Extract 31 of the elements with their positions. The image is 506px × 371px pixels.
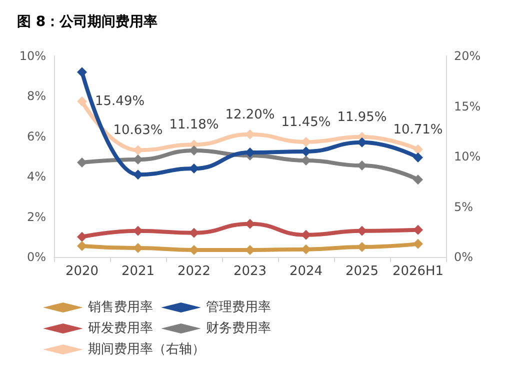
chart-title: 图 8：公司期间费用率 xyxy=(17,13,158,30)
data-label: 12.20% xyxy=(225,107,275,122)
legend-label: 研发费用率 xyxy=(88,320,153,336)
legend-label: 销售费用率 xyxy=(87,299,153,315)
y2-tick-label: 5% xyxy=(454,200,474,214)
x-tick-label: 2021 xyxy=(121,264,155,279)
y-tick-label: 2% xyxy=(26,210,46,224)
legend-label: 期间费用率（右轴） xyxy=(88,341,205,357)
y-tick-label: 6% xyxy=(26,129,46,144)
y-tick-label: 4% xyxy=(26,170,46,184)
data-label: 10.63% xyxy=(113,123,163,138)
data-label: 11.45% xyxy=(281,114,331,130)
x-tick-label: 2022 xyxy=(177,264,211,279)
x-tick-label: 2020 xyxy=(65,264,99,279)
y2-tick-label: 15% xyxy=(454,99,481,114)
data-label: 10.71% xyxy=(393,122,443,138)
x-tick-label: 2023 xyxy=(233,264,267,279)
x-tick-label: 2025 xyxy=(345,264,379,279)
y2-tick-label: 0% xyxy=(454,250,474,264)
legend-label: 财务费用率 xyxy=(206,320,271,336)
y2-tick-label: 20% xyxy=(454,49,481,63)
data-label: 11.95% xyxy=(337,110,387,125)
y-tick-label: 8% xyxy=(26,89,46,104)
x-tick-label: 2024 xyxy=(289,264,323,279)
y-tick-label: 10% xyxy=(19,49,46,63)
legend-label: 管理费用率 xyxy=(206,299,271,315)
y2-tick-label: 10% xyxy=(454,150,481,164)
y-tick-label: 0% xyxy=(26,250,46,264)
data-label: 11.18% xyxy=(169,118,219,133)
x-tick-label: 2026H1 xyxy=(392,264,444,279)
data-label: 15.49% xyxy=(95,94,145,109)
